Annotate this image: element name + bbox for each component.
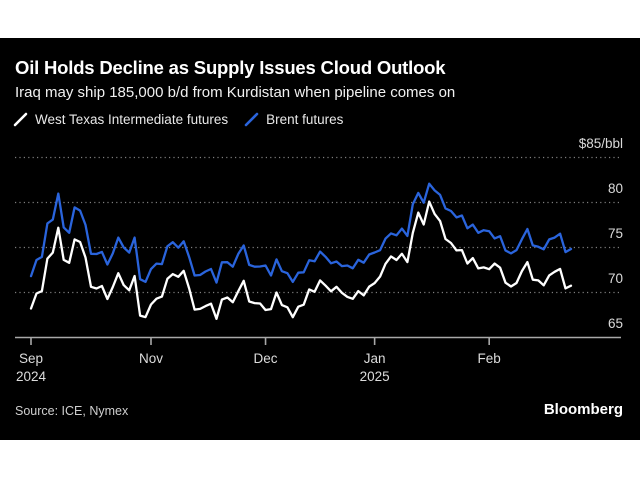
legend-label-brent: Brent futures [266,112,344,127]
x-tick-label: Feb [459,351,519,367]
x-tick-month: Jan [363,351,386,366]
legend: West Texas Intermediate futures Brent fu… [13,112,343,127]
x-tick-label: Sep 2024 [1,351,61,385]
x-tick-label: Jan 2025 [345,351,405,385]
y-tick-label-80: 80 [607,181,623,196]
x-tick-year: 2024 [15,369,47,384]
x-tick-month: Dec [253,351,278,366]
x-axis-tick-marks [30,338,490,345]
wti-marker-stroke [13,112,28,127]
y-tick-label-65: 65 [607,316,623,331]
legend-label-wti: West Texas Intermediate futures [35,112,229,127]
legend-item-wti: West Texas Intermediate futures [13,112,228,127]
x-tick-month: Feb [477,351,501,366]
legend-item-brent: Brent futures [244,112,343,127]
x-tick-month: Sep [18,351,44,366]
x-tick-label: Dec [236,351,296,367]
x-tick-label: Nov [121,351,181,367]
chart-card [0,38,640,440]
source-label: Source: ICE, Nymex [15,404,129,418]
bloomberg-logo: Bloomberg [543,401,623,418]
brent-line-marker-icon [244,112,259,127]
chart-title: Oil Holds Decline as Supply Issues Cloud… [15,57,446,78]
brent-marker-stroke [244,112,259,127]
x-tick-year: 2025 [359,369,390,384]
wti-line-marker-icon [13,112,28,127]
y-tick-label-70: 70 [607,271,623,286]
wti-line [29,200,573,320]
chart-subtitle: Iraq may ship 185,000 b/d from Kurdistan… [15,84,456,101]
brent-line [29,182,573,284]
series-lines [29,182,573,320]
y-tick-label-75: 75 [607,226,623,241]
y-axis-unit-label: $85/bbl [578,136,623,151]
x-tick-month: Nov [138,351,163,366]
